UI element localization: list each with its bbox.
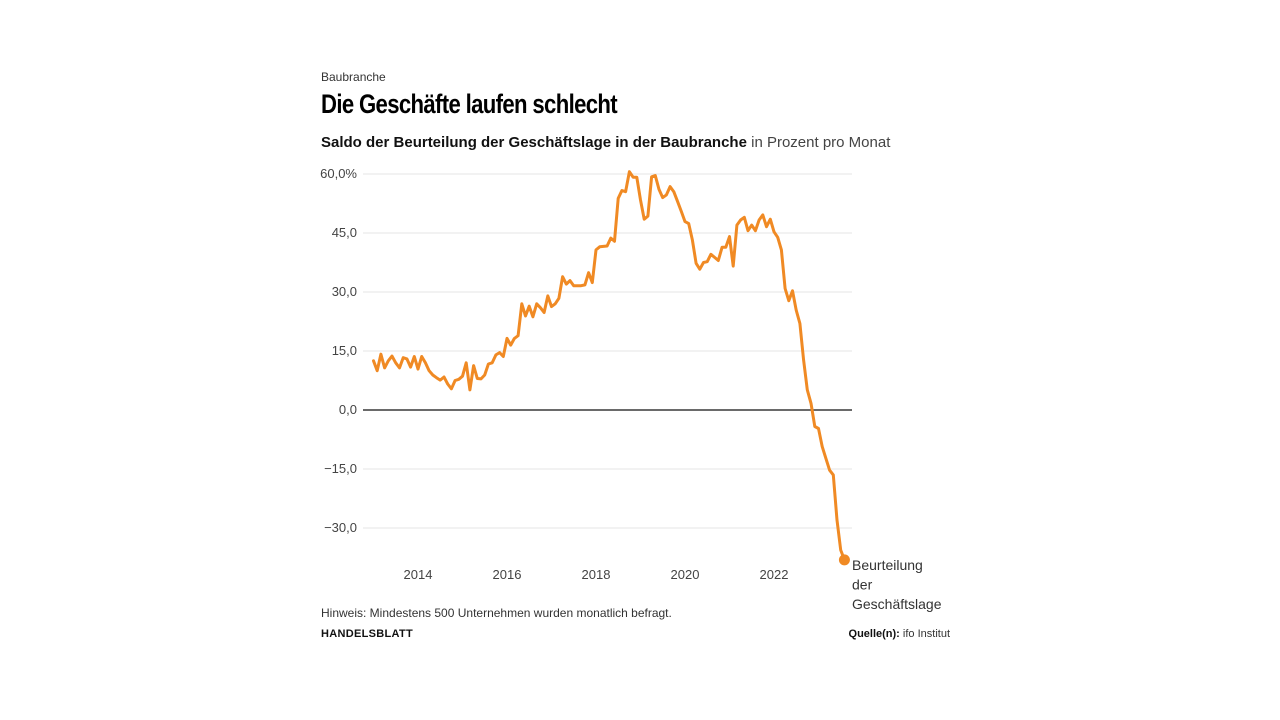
y-tick-label: 15,0: [332, 343, 357, 358]
series-label: Beurteilung der Geschäftslage: [852, 557, 942, 612]
y-tick-label: −30,0: [324, 520, 357, 535]
y-tick-label: 60,0%: [320, 166, 357, 181]
source-value: ifo Institut: [902, 628, 950, 640]
y-tick-label: 30,0: [332, 284, 357, 299]
x-tick-label: 2022: [760, 567, 789, 582]
y-tick-label: −15,0: [324, 461, 357, 476]
y-tick-label: 45,0: [332, 225, 357, 240]
series-label-line: der: [852, 577, 873, 593]
y-tick-label: 0,0: [339, 402, 357, 417]
series-label-line: Beurteilung: [852, 557, 923, 573]
x-tick-label: 2016: [493, 567, 522, 582]
chart-title: Die Geschäfte laufen schlecht: [321, 89, 618, 119]
x-tick-label: 2018: [582, 567, 611, 582]
series-line: [372, 170, 846, 562]
x-tick-label: 2014: [404, 567, 433, 582]
x-tick-label: 2020: [671, 567, 700, 582]
brand-logo-text: HANDELSBLATT: [321, 628, 413, 640]
source-label: Quelle(n):: [848, 628, 900, 640]
chart-subtitle: Saldo der Beurteilung der Geschäftslage …: [321, 134, 890, 151]
series-label-line: Geschäftslage: [852, 596, 942, 612]
chart-kicker: Baubranche: [321, 70, 386, 84]
footnote: Hinweis: Mindestens 500 Unternehmen wurd…: [321, 606, 672, 620]
subtitle-unit: in Prozent pro Monat: [751, 134, 891, 151]
subtitle-bold: Saldo der Beurteilung der Geschäftslage …: [321, 134, 747, 151]
source-credit: Quelle(n): ifo Institut: [849, 628, 950, 640]
series-end-marker: [838, 554, 850, 566]
